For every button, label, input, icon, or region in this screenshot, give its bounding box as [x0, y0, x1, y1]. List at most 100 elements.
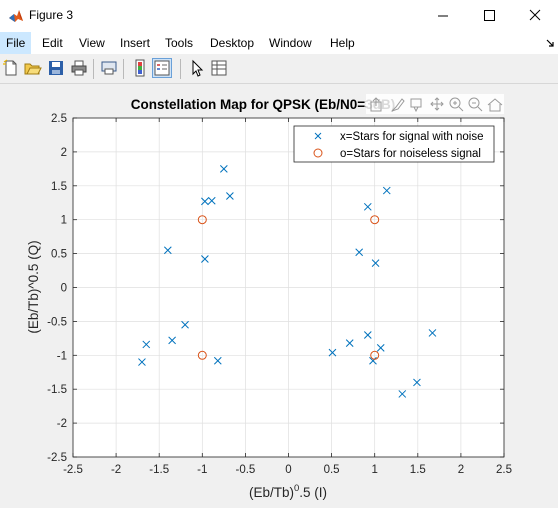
noise-point [142, 340, 151, 349]
legend-marker-o [313, 148, 323, 158]
y-tick-label: 0 [61, 283, 67, 295]
menu-help[interactable]: Help [330, 36, 355, 50]
noise-point-stroke [345, 339, 354, 347]
menu-tools[interactable]: Tools [165, 36, 194, 50]
noise-point-stroke [138, 358, 146, 366]
toolbar-separator [123, 59, 124, 79]
pan-icon[interactable] [430, 97, 444, 111]
x-tick-label: -0.5 [235, 464, 255, 476]
noise-point-stroke [207, 196, 216, 205]
x-tick-label: 2.5 [496, 464, 512, 476]
noise-point [398, 390, 407, 398]
x-tick-label: -2 [111, 464, 121, 476]
noise-point [201, 255, 209, 263]
x-tick-label: -1.5 [149, 464, 169, 476]
y-tick-label: 1 [61, 215, 67, 227]
noise-point [345, 339, 354, 347]
noise-point-stroke [369, 356, 377, 365]
menu-desktop[interactable]: Desktop [210, 36, 255, 50]
maximize-button[interactable] [466, 0, 512, 32]
save-icon[interactable] [47, 59, 65, 77]
property-inspector-icon[interactable] [210, 59, 228, 77]
noise-point [213, 356, 222, 365]
noise-point [363, 331, 372, 339]
x-axis-label: (Eb/Tb)0.5 (I) [249, 483, 327, 500]
noiseless-point [370, 215, 380, 225]
menu-file[interactable]: File [0, 32, 32, 54]
menu-window[interactable]: Window [269, 36, 312, 50]
chart-title: Constellation Map for QPSK (Eb/N0=3dB) [131, 97, 395, 112]
noise-point-stroke [163, 246, 172, 255]
noise-point-stroke [355, 248, 364, 257]
noise-point [168, 336, 176, 345]
noise-point [428, 329, 437, 337]
close-button[interactable] [512, 0, 558, 32]
open-file-icon[interactable] [24, 59, 42, 77]
y-tick-label: -1 [57, 350, 67, 362]
data-series [138, 164, 437, 398]
print-preview-icon[interactable] [100, 59, 118, 77]
noise-point [363, 202, 372, 211]
export-icon[interactable] [370, 97, 382, 112]
legend-label-noise: x=Stars for signal with noise [340, 131, 484, 143]
noise-point-stroke [213, 356, 222, 365]
legend-label-noiseless: o=Stars for noiseless signal [340, 148, 481, 160]
noise-point-stroke [398, 390, 407, 398]
y-tick-label: -2.5 [47, 452, 67, 464]
home-icon[interactable] [487, 98, 503, 112]
y-tick-label: 0.5 [51, 249, 67, 261]
datatip-icon[interactable] [410, 98, 422, 113]
noise-point-stroke [382, 186, 391, 195]
legend[interactable]: x=Stars for signal with noise o=Stars fo… [293, 125, 495, 163]
zoom-out-icon[interactable] [468, 97, 483, 112]
x-tick-label: 1 [371, 464, 377, 476]
noise-point-stroke [226, 192, 234, 200]
menu-bar: File Edit View Insert Tools Desktop Wind… [0, 32, 558, 54]
noise-point [163, 246, 172, 255]
noiseless-point [197, 350, 207, 360]
noise-point-stroke [201, 255, 209, 263]
toolbar-separator [180, 59, 181, 79]
noise-point [371, 259, 380, 267]
x-tick-label: 0 [285, 464, 291, 476]
legend-box [293, 125, 495, 163]
y-tick-label: 2 [61, 147, 67, 159]
x-tick-label: -2.5 [63, 464, 83, 476]
tick-marks [72, 117, 505, 458]
zoom-in-icon[interactable] [449, 97, 464, 112]
x-tick-label: -1 [197, 464, 207, 476]
legend-icon[interactable] [152, 58, 172, 78]
y-axis-label: (Eb/Tb)^0.5 (Q) [26, 240, 41, 333]
noiseless-point [370, 350, 380, 360]
y-tick-label: -0.5 [47, 316, 67, 328]
noise-point [181, 320, 189, 329]
dock-arrow-icon[interactable] [545, 38, 555, 48]
pointer-icon[interactable] [188, 59, 206, 77]
figure-canvas: -2.5 -2 -1.5 -1 -0.5 0 0.5 1 1.5 2 2.5 2.5 2 1.5 1 0.5… [0, 84, 558, 503]
window-title: Figure 3 [29, 8, 74, 22]
noise-point [207, 196, 216, 205]
y-tick-label: 2.5 [51, 113, 67, 125]
noise-point-stroke [219, 164, 228, 173]
new-figure-icon[interactable] [2, 59, 20, 77]
legend-marker-x [314, 132, 322, 140]
noise-point-stroke [363, 331, 372, 339]
noiseless-point [197, 215, 207, 225]
noise-point [413, 378, 421, 387]
x-tick-label: 2 [458, 464, 464, 476]
noise-point-stroke [376, 343, 385, 352]
noise-point [376, 343, 385, 352]
minimize-button[interactable] [420, 0, 466, 32]
print-icon[interactable] [70, 59, 88, 77]
y-tick-labels: 2.5 2 1.5 1 0.5 0 -0.5 -1 -1.5 -2 -2.5 [47, 113, 67, 464]
noise-point [328, 348, 337, 357]
menu-view[interactable]: View [79, 36, 105, 50]
menu-edit[interactable]: Edit [42, 36, 63, 50]
noise-point-stroke [363, 202, 372, 211]
menu-insert[interactable]: Insert [120, 36, 151, 50]
noise-point [355, 248, 364, 257]
noise-point [219, 164, 228, 173]
colorbar-icon[interactable] [131, 59, 149, 77]
brush-icon[interactable] [391, 98, 405, 112]
noise-point [201, 197, 209, 206]
